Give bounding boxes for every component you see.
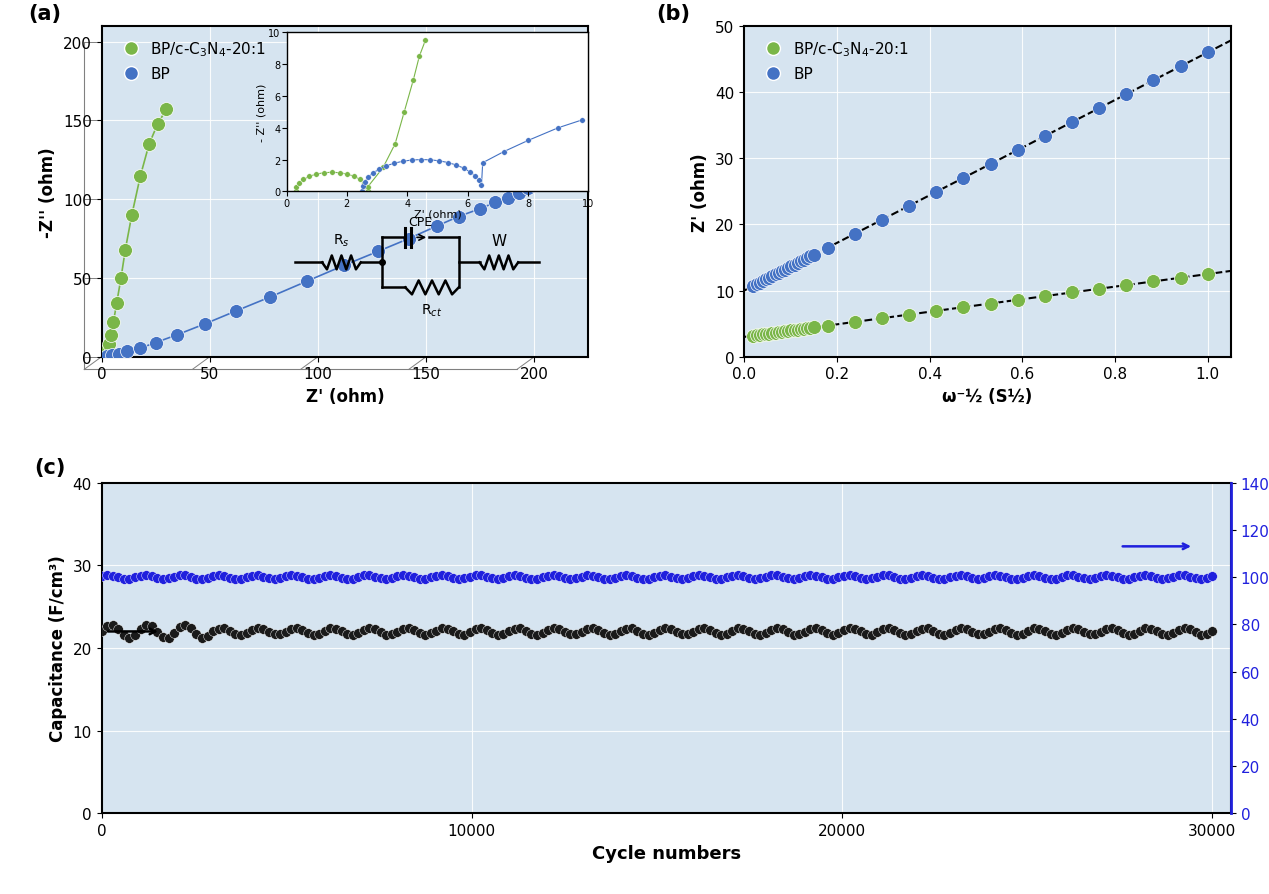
- Text: (a): (a): [28, 4, 61, 24]
- Y-axis label: -Z'' (ohm): -Z'' (ohm): [39, 147, 57, 238]
- Y-axis label: Capacitance (F/cm³): Capacitance (F/cm³): [49, 555, 67, 741]
- Text: (b): (b): [656, 4, 690, 24]
- Legend: BP/c-C$_3$N$_4$-20:1, BP: BP/c-C$_3$N$_4$-20:1, BP: [109, 35, 273, 88]
- X-axis label: Cycle numbers: Cycle numbers: [591, 844, 741, 862]
- Y-axis label: Z' (ohm): Z' (ohm): [692, 153, 709, 232]
- X-axis label: Z' (ohm): Z' (ohm): [306, 388, 385, 406]
- Legend: BP/c-C$_3$N$_4$-20:1, BP: BP/c-C$_3$N$_4$-20:1, BP: [751, 35, 915, 88]
- Text: (c): (c): [34, 457, 65, 477]
- X-axis label: ω⁻½ (S½): ω⁻½ (S½): [943, 388, 1033, 406]
